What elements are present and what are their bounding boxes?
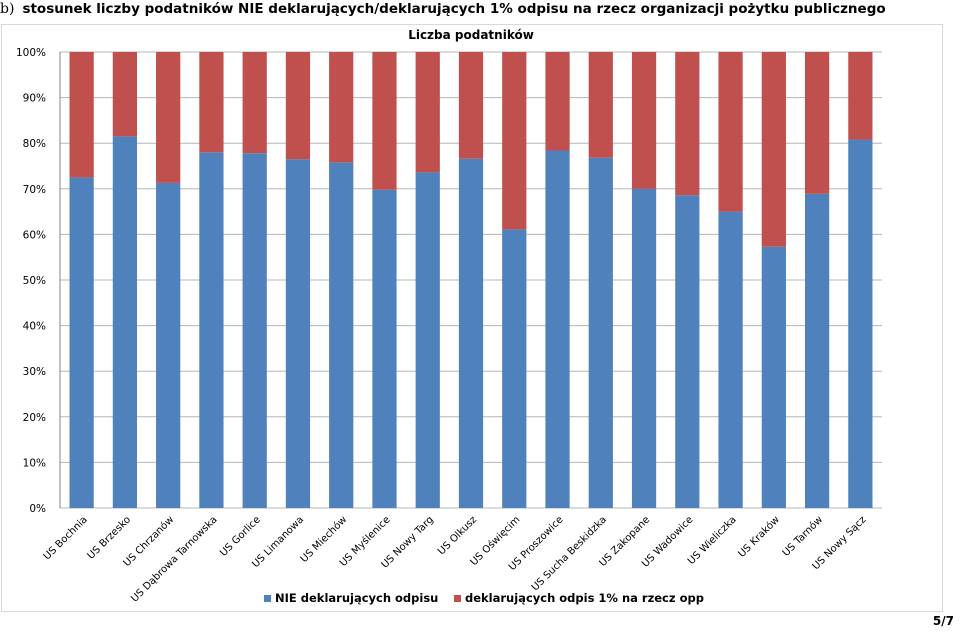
bar-nie-deklarujacych [761,246,786,508]
bar-deklarujacych [588,52,613,158]
y-tick-label: 60% [23,229,46,241]
bar-deklarujacych [285,52,311,160]
bar-deklarujacych [804,52,830,194]
x-tick-label: US Bochnia [42,514,90,562]
y-tick-label: 90% [23,93,46,105]
bar-nie-deklarujacych [285,159,311,508]
bar-nie-deklarujacych [848,139,873,508]
bar-nie-deklarujacych [199,152,224,508]
y-tick-label: 40% [23,321,46,333]
bar-deklarujacych [112,52,138,137]
bar-nie-deklarujacych [631,188,657,509]
bar-deklarujacych [848,52,873,140]
bar-nie-deklarujacych [329,162,354,509]
bar-deklarujacych [545,52,570,151]
y-tick-label: 30% [23,366,46,378]
bar-nie-deklarujacych [588,157,613,509]
bar-nie-deklarujacych [458,158,484,509]
x-tick-label: US Olkusz [436,514,479,557]
section-heading: b) stosunek liczby podatników NIE deklaru… [0,0,886,18]
stacked-bar-chart: 0% 10% 20% 30% 40% 50% 60% 70% 80% 90% 100% Liczba … [16,28,882,605]
bar-deklarujacych [372,52,397,190]
bar-nie-deklarujacych [675,195,700,508]
legend-label: NIE deklarujących odpisu [275,591,438,605]
x-tick-label: US Sucha Beskidzka [530,514,609,593]
bar-deklarujacych [502,52,527,230]
bar-nie-deklarujacych [502,229,527,508]
section-title: stosunek liczby podatników NIE deklarują… [22,1,886,17]
bar-deklarujacych [199,52,224,153]
bar-nie-deklarujacych [545,150,570,508]
bar-deklarujacych [458,52,484,159]
bar-nie-deklarujacych [69,177,94,508]
bar-nie-deklarujacych [804,193,830,509]
y-tick-label: 50% [23,275,46,287]
bar-nie-deklarujacych [242,153,267,508]
y-tick-label: 20% [23,412,46,424]
y-tick-label: 0% [29,503,46,515]
x-tick-label: US Tarnów [780,514,825,559]
bar-nie-deklarujacych [372,189,397,508]
bar-deklarujacych [718,52,743,212]
y-tick-label: 10% [23,457,46,469]
bar-deklarujacych [675,52,700,196]
x-tick-label: US Brzesko [86,514,133,561]
legend-swatch [454,595,461,602]
bar-deklarujacych [69,52,94,178]
legend-swatch [264,595,271,602]
legend-label: deklarujących odpis 1% na rzecz opp [465,591,704,605]
bar-deklarujacych [242,52,267,154]
x-tick-label: US Dąbrowa Tarnowska [129,514,219,604]
y-tick-label: 70% [23,184,46,196]
bar-deklarujacych [761,52,786,247]
bar-deklarujacych [415,52,440,173]
bar-deklarujacych [156,52,181,183]
chart-frame: 0% 10% 20% 30% 40% 50% 60% 70% 80% 90% 100% Liczba … [1,24,943,612]
bar-deklarujacych [329,52,354,163]
chart-title: Liczba podatników [408,28,534,42]
bar-nie-deklarujacych [415,172,440,508]
bar-nie-deklarujacych [718,211,743,508]
page-number: 5/7 [932,614,954,628]
section-marker: b) [0,1,15,17]
x-tick-label: US Kraków [736,514,782,560]
bar-deklarujacych [631,52,657,189]
y-tick-label: 80% [23,138,46,150]
x-tick-label: US Gorlice [218,514,263,559]
bar-nie-deklarujacych [112,136,138,509]
bar-nie-deklarujacych [156,182,181,508]
y-tick-label: 100% [16,47,46,59]
